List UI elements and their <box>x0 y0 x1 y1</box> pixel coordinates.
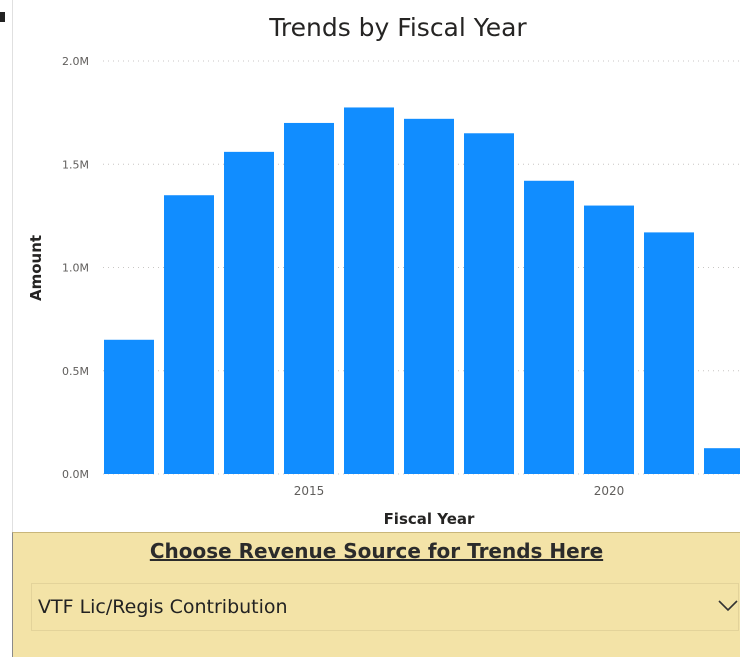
bar-2018[interactable] <box>464 133 514 474</box>
x-tick-label: 2020 <box>594 484 625 498</box>
bar-2016[interactable] <box>344 107 394 475</box>
bar-2022[interactable] <box>704 448 740 474</box>
filter-title: Choose Revenue Source for Trends Here <box>149 539 604 563</box>
x-axis-label: Fiscal Year <box>384 510 475 528</box>
bar-2013[interactable] <box>164 195 214 474</box>
x-tick-label: 2015 <box>294 484 325 498</box>
y-axis-ticks: 0.0M 0.5M 1.0M 1.5M 2.0M <box>62 55 89 481</box>
y-tick-label: 0.5M <box>62 365 89 378</box>
bar-2014[interactable] <box>224 151 274 475</box>
bar-2012[interactable] <box>104 339 154 474</box>
chart-card: Trends by Fiscal Year 0.0M 0.5M 1.0M 1.5M 2.… <box>12 0 740 532</box>
bar-2015[interactable] <box>284 122 334 474</box>
left-margin-strip <box>0 0 12 657</box>
bar-2017[interactable] <box>404 118 454 474</box>
bar-2019[interactable] <box>524 180 574 474</box>
chart-title: Trends by Fiscal Year <box>268 13 527 42</box>
chevron-down-icon[interactable] <box>716 594 740 618</box>
y-tick-label: 0.0M <box>62 468 89 481</box>
bar-2020[interactable] <box>584 205 634 475</box>
revenue-source-dropdown[interactable]: VTF Lic/Regis Contribution <box>31 583 739 631</box>
bar-2021[interactable] <box>644 232 694 474</box>
x-axis-ticks: 2015 2020 <box>294 484 625 498</box>
y-tick-label: 2.0M <box>62 55 89 68</box>
bars <box>104 107 740 475</box>
y-tick-label: 1.0M <box>62 262 89 275</box>
bar-chart: Trends by Fiscal Year 0.0M 0.5M 1.0M 1.5M 2.… <box>27 13 740 528</box>
y-axis-label: Amount <box>27 235 45 301</box>
edge-marker <box>0 12 5 22</box>
y-tick-label: 1.5M <box>62 158 89 171</box>
revenue-source-filter-panel: Choose Revenue Source for Trends Here VT… <box>12 532 740 657</box>
dropdown-selected-value: VTF Lic/Regis Contribution <box>38 596 288 618</box>
